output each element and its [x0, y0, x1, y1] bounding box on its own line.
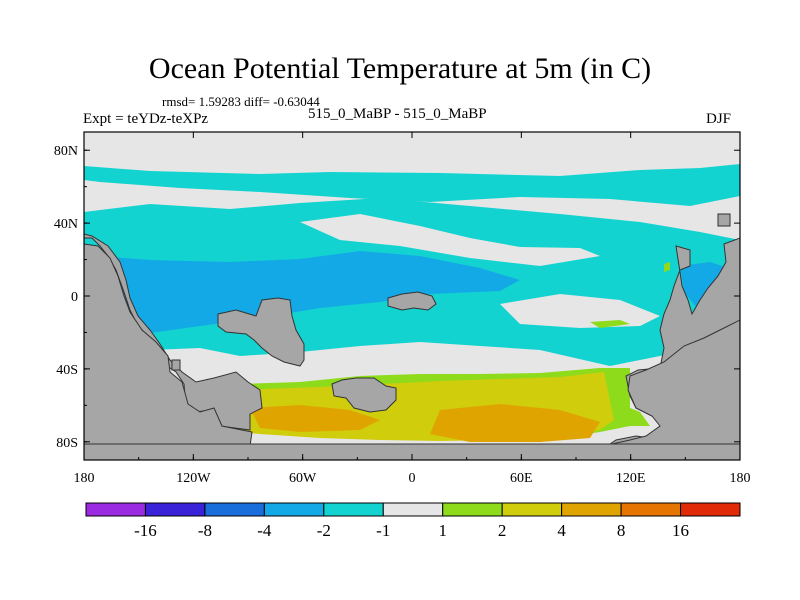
colorbar-label: -8 — [198, 521, 212, 540]
land-antarctic-strip — [84, 443, 740, 460]
lat-tick-label: 80N — [54, 144, 78, 159]
cyan-band-region — [84, 164, 740, 206]
land-central-continent — [217, 297, 305, 367]
colorbar-label: 8 — [617, 521, 626, 540]
light-blue-region — [84, 251, 520, 333]
colorbar-swatch — [620, 502, 682, 517]
colorbar-swatch — [382, 502, 444, 517]
colorbar-swatch — [501, 502, 563, 517]
colorbar-swatch — [85, 502, 146, 517]
lon-tick-label: 60W — [289, 471, 317, 486]
green-equator-speck — [590, 320, 630, 328]
orange-region-west — [250, 405, 380, 432]
colorbar-swatch — [680, 502, 741, 517]
experiment-label: Expt = teYDz-teXPz — [83, 111, 209, 127]
colorbar-label: 2 — [498, 521, 507, 540]
lon-tick-label: 180 — [74, 471, 95, 486]
lon-tick-label: 60E — [510, 471, 533, 486]
land-masses — [84, 213, 740, 460]
lat-tick-label: 40S — [56, 363, 78, 378]
plot-title: Ocean Potential Temperature at 5m (in C) — [148, 52, 652, 85]
land-south-island — [331, 377, 397, 413]
land-northeast-islet — [717, 213, 731, 227]
land-southwest-islet — [171, 359, 181, 371]
case-label: 515_0_MaBP - 515_0_MaBP — [308, 106, 487, 122]
colorbar-label: 1 — [438, 521, 447, 540]
colorbar-swatch — [442, 502, 503, 517]
colorbar-swatch — [323, 502, 384, 517]
land-equatorial-island — [387, 291, 437, 311]
lon-tick-label: 0 — [409, 471, 416, 486]
lon-tick-label: 180 — [730, 471, 751, 486]
land-east-lower — [609, 319, 740, 460]
lat-tick-label: 40N — [54, 217, 78, 232]
map-field — [84, 132, 740, 460]
green-north-speck — [664, 262, 670, 272]
near-zero-patch-b — [500, 294, 660, 328]
season-label: DJF — [706, 111, 732, 127]
colorbar-swatch — [144, 502, 206, 517]
colorbar-swatch — [204, 502, 265, 517]
colorbar: -16 -8 -4 -2 -1 1 2 4 8 16 — [85, 502, 741, 540]
colorbar-label: 4 — [557, 521, 566, 540]
colorbar-swatch — [561, 502, 622, 517]
colorbar-label: -1 — [376, 521, 390, 540]
land-west-continent — [84, 233, 263, 431]
colorbar-swatch — [263, 502, 325, 517]
colorbar-label: -4 — [257, 521, 272, 540]
land-west-lower — [84, 243, 253, 460]
stats-text: rmsd= 1.59283 diff= -0.63044 — [162, 94, 320, 109]
lon-tick-label: 120E — [616, 471, 646, 486]
lat-tick-label: 80S — [56, 436, 78, 451]
green-east-patch — [620, 404, 650, 426]
colorbar-label: -2 — [317, 521, 331, 540]
axis-layer: 80N 40N 0 40S 80S 180 120W 60W 0 60E 120E 180 — [54, 132, 751, 486]
colorbar-label: -16 — [134, 521, 157, 540]
lat-tick-label: 0 — [71, 290, 78, 305]
orange-region-east — [430, 404, 600, 442]
colorbar-label: 16 — [672, 521, 689, 540]
lon-tick-label: 120W — [176, 471, 211, 486]
near-zero-patch-a — [300, 214, 600, 266]
